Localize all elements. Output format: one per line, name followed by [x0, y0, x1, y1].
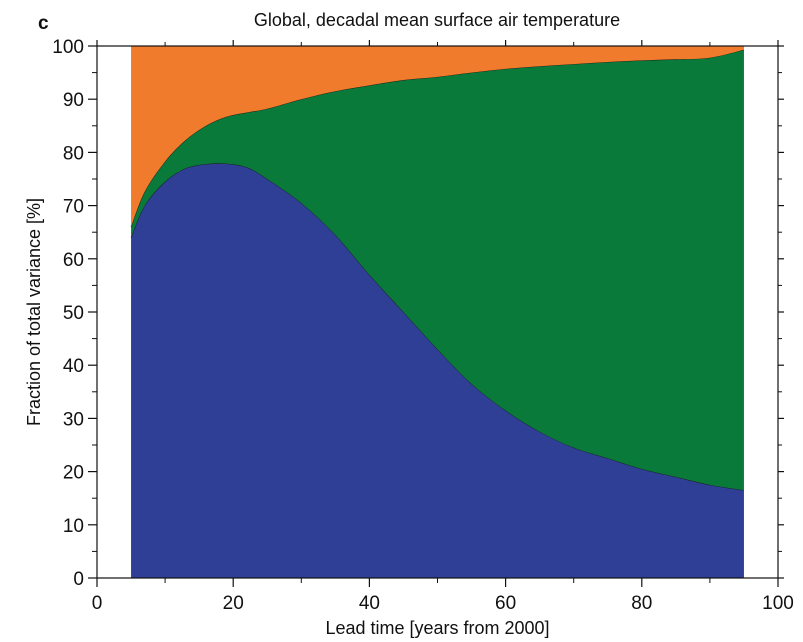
series-layer — [130, 46, 745, 578]
y-axis-title: Fraction of total variance [%] — [24, 198, 44, 426]
y-tick-label: 50 — [63, 303, 84, 324]
y-tick-label: 10 — [63, 516, 84, 537]
y-tick-label: 20 — [63, 463, 84, 484]
y-tick-label: 70 — [63, 197, 84, 218]
x-tick-label: 80 — [631, 593, 652, 614]
series-area-2 — [131, 49, 744, 491]
y-tick-label: 90 — [63, 90, 84, 111]
axes-layer: 0 10 20 30 40 50 60 70 80 90 100 0 20 40 60 80 100 — [52, 37, 794, 614]
series-area-3 — [131, 46, 744, 227]
chart-title: Global, decadal mean surface air tempera… — [254, 10, 620, 30]
x-tick-label: 20 — [223, 593, 244, 614]
y-tick-label: 60 — [63, 250, 84, 271]
y-tick-label: 30 — [63, 409, 84, 430]
y-tick-label: 0 — [73, 569, 84, 590]
x-tick-label: 60 — [495, 593, 516, 614]
x-tick-label: 0 — [92, 593, 103, 614]
series-area-1 — [131, 163, 744, 578]
y-tick-label: 100 — [52, 37, 84, 58]
y-tick-label: 40 — [63, 356, 84, 377]
x-axis-title: Lead time [years from 2000] — [325, 618, 549, 638]
y-tick-label: 80 — [63, 143, 84, 164]
panel-label: c — [38, 13, 49, 34]
x-tick-label: 100 — [762, 593, 794, 614]
x-tick-label: 40 — [359, 593, 380, 614]
